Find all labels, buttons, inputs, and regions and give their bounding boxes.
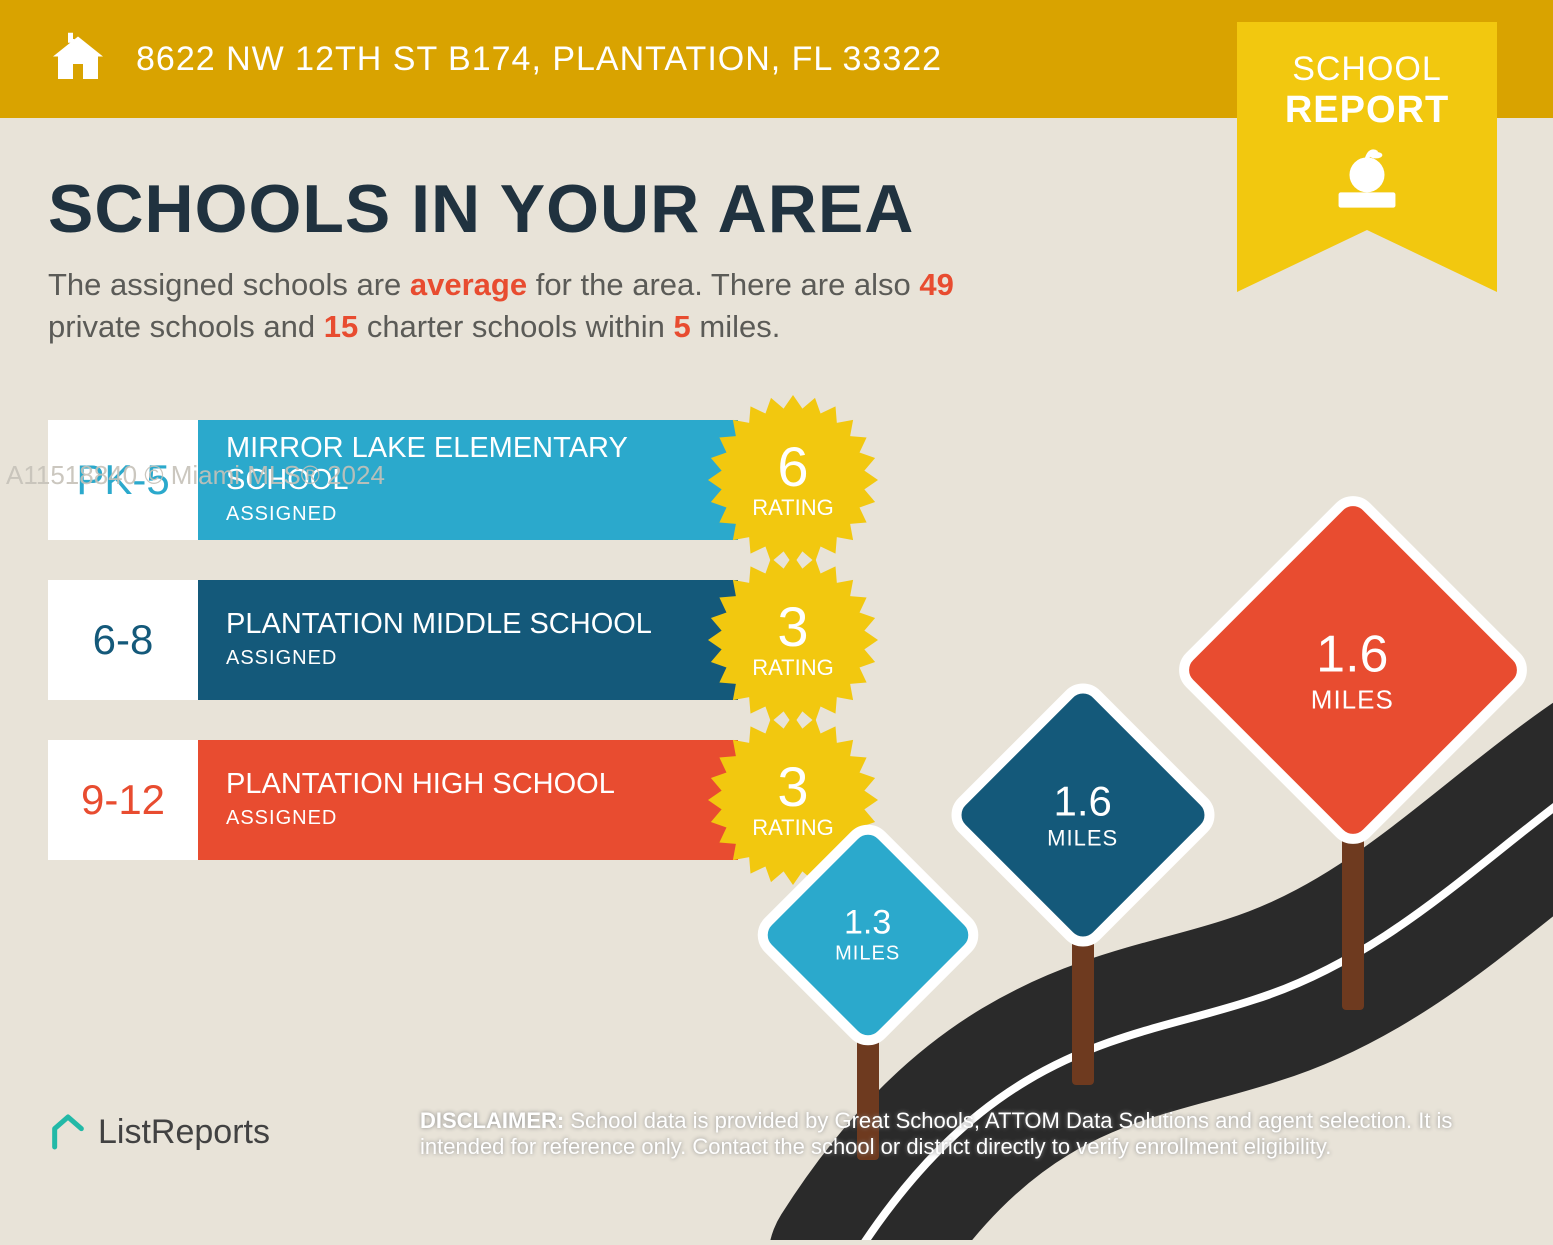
property-address: 8622 NW 12TH ST B174, PLANTATION, FL 333… [136, 40, 942, 79]
badge-line1: SCHOOL [1237, 50, 1497, 89]
school-report-badge: SCHOOL REPORT [1237, 0, 1497, 230]
school-name: PLANTATION HIGH SCHOOL [226, 769, 738, 801]
summary-private: 49 [919, 267, 953, 302]
school-name: PLANTATION MIDDLE SCHOOL [226, 609, 738, 641]
apple-on-book-icon [1332, 142, 1402, 212]
sign-diamond: 1.6MILES [942, 674, 1225, 957]
distance-sign: 1.6MILES [1223, 540, 1483, 1010]
grade-badge: 9-12 [48, 740, 198, 860]
distance-sign: 1.6MILES [983, 715, 1183, 1085]
sign-distance: 1.6 [1047, 778, 1118, 826]
sign-unit: MILES [1311, 685, 1394, 716]
sign-diamond: 1.6MILES [1169, 486, 1537, 854]
summary-quality: average [410, 267, 527, 302]
school-status: ASSIGNED [226, 503, 738, 526]
school-status: ASSIGNED [226, 807, 738, 830]
disclaimer-text: School data is provided by Great Schools… [420, 1108, 1452, 1159]
brand-name: ListReports [98, 1113, 270, 1152]
sign-distance: 1.6 [1311, 625, 1394, 685]
summary-p5: miles. [691, 309, 781, 344]
sign-diamond: 1.3MILES [748, 815, 988, 1055]
sign-distance: 1.3 [835, 904, 900, 943]
watermark: A11518840 © Miami MLS® 2024 [6, 460, 385, 491]
sign-unit: MILES [835, 943, 900, 966]
summary-p2: for the area. There are also [527, 267, 919, 302]
home-icon [48, 29, 108, 89]
listreports-logo-icon [48, 1112, 88, 1152]
summary-charter: 15 [324, 309, 358, 344]
summary-p4: charter schools within [358, 309, 673, 344]
summary-radius: 5 [674, 309, 691, 344]
disclaimer-label: DISCLAIMER: [420, 1108, 564, 1133]
sign-unit: MILES [1047, 826, 1118, 852]
school-status: ASSIGNED [226, 647, 738, 670]
school-info: PLANTATION HIGH SCHOOL ASSIGNED [198, 740, 738, 860]
summary-p1: The assigned schools are [48, 267, 410, 302]
school-info: PLANTATION MIDDLE SCHOOL ASSIGNED [198, 580, 738, 700]
badge-line2: REPORT [1237, 89, 1497, 132]
summary-p3: private schools and [48, 309, 324, 344]
brand-footer: ListReports [48, 1112, 270, 1152]
disclaimer: DISCLAIMER: School data is provided by G… [420, 1108, 1497, 1160]
grade-badge: 6-8 [48, 580, 198, 700]
summary-text: The assigned schools are average for the… [48, 264, 1028, 348]
